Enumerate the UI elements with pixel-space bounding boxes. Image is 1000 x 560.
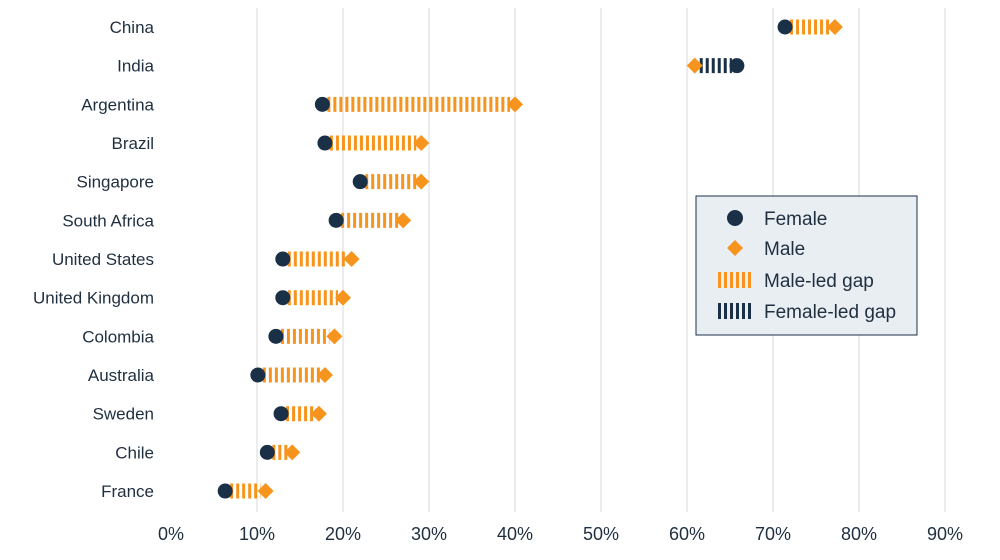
x-tick-label: 90% — [927, 524, 963, 544]
row-united-states: United States — [52, 250, 360, 269]
row-brazil: Brazil — [111, 134, 430, 153]
row-china: China — [110, 18, 843, 37]
gridlines — [256, 8, 946, 512]
row-south-africa: South Africa — [62, 211, 412, 230]
rows: China India Argentina Brazil Singapore South … — [33, 18, 843, 501]
category-label: India — [117, 57, 154, 76]
category-label: Australia — [88, 366, 155, 385]
row-united-kingdom: United Kingdom — [33, 289, 351, 308]
male-point — [686, 57, 703, 74]
row-india: India — [117, 57, 745, 76]
male-point — [284, 444, 301, 461]
x-tick-label: 60% — [669, 524, 705, 544]
row-france: France — [101, 482, 274, 501]
x-tick-label: 70% — [755, 524, 791, 544]
x-tick-label: 50% — [583, 524, 619, 544]
row-australia: Australia — [88, 366, 333, 385]
female-point — [217, 483, 233, 499]
male-point — [507, 96, 523, 113]
male-point — [395, 212, 412, 229]
female-legend-icon — [727, 210, 743, 226]
x-tick-label: 40% — [497, 524, 533, 544]
male-point — [257, 483, 274, 500]
row-chile: Chile — [115, 443, 301, 462]
category-label: South Africa — [62, 211, 154, 230]
category-label: China — [110, 18, 155, 37]
male-point — [326, 328, 343, 345]
category-label: Colombia — [82, 327, 154, 346]
male-point — [335, 289, 351, 306]
female-point — [268, 328, 284, 344]
female-point — [275, 251, 291, 267]
row-argentina: Argentina — [81, 95, 523, 114]
category-label: Singapore — [76, 173, 154, 192]
category-label: Sweden — [93, 405, 154, 424]
category-label: United States — [52, 250, 154, 269]
male-point — [343, 251, 360, 268]
female-point — [275, 290, 291, 306]
x-tick-label: 80% — [841, 524, 877, 544]
row-sweden: Sweden — [93, 405, 327, 424]
male-point — [413, 135, 430, 152]
male-point — [310, 405, 327, 422]
category-label: United Kingdom — [33, 289, 154, 308]
female-point — [352, 174, 368, 190]
male-legend-icon — [727, 240, 743, 256]
category-label: France — [101, 482, 154, 501]
female-point — [777, 19, 793, 35]
legend: Female Male Male-led gap Female-led gap — [695, 195, 918, 336]
legend-female-led-gap: Female-led gap — [764, 302, 896, 323]
legend-female: Female — [764, 209, 827, 230]
category-label: Argentina — [81, 95, 154, 114]
male-point — [413, 173, 430, 190]
x-axis-ticks: 0% 10% 20% 30% 40% 50% 60% 70% 80% 90% — [158, 524, 963, 544]
x-tick-label: 0% — [158, 524, 184, 544]
legend-male: Male — [764, 239, 805, 260]
female-point — [273, 406, 289, 422]
female-point — [259, 444, 275, 460]
x-tick-label: 30% — [411, 524, 447, 544]
x-tick-label: 10% — [239, 524, 275, 544]
female-point — [317, 135, 333, 151]
legend-male-led-gap: Male-led gap — [764, 271, 874, 292]
female-point — [328, 212, 344, 228]
row-singapore: Singapore — [76, 173, 430, 192]
male-point — [316, 367, 333, 384]
category-label: Brazil — [111, 134, 154, 153]
male-point — [826, 19, 843, 35]
x-tick-label: 20% — [325, 524, 361, 544]
category-label: Chile — [115, 443, 154, 462]
female-point — [314, 96, 330, 112]
row-colombia: Colombia — [82, 327, 343, 346]
female-point — [729, 58, 745, 74]
female-point — [250, 367, 266, 383]
